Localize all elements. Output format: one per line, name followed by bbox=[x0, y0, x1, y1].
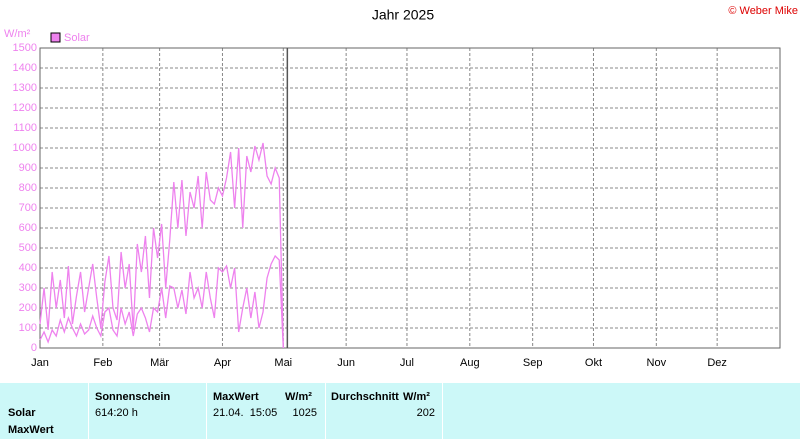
y-tick-label: 800 bbox=[19, 182, 37, 194]
header-unit: W/m² bbox=[285, 391, 312, 403]
x-tick-label: Jan bbox=[31, 357, 49, 369]
divider bbox=[325, 383, 326, 439]
cell: 21.04. 15:05 bbox=[213, 407, 278, 419]
y-tick-label: 900 bbox=[19, 162, 37, 174]
divider bbox=[206, 383, 207, 439]
x-tick-label: Dez bbox=[707, 357, 727, 369]
y-tick-label: 300 bbox=[19, 282, 37, 294]
x-tick-label: Mai bbox=[274, 357, 292, 369]
header: MaxWert bbox=[213, 391, 259, 403]
y-tick-label: 1000 bbox=[13, 142, 37, 154]
y-axis-label: W/m² bbox=[4, 28, 31, 40]
header: Sonnenschein bbox=[95, 391, 171, 403]
x-tick-label: Apr bbox=[214, 357, 231, 369]
series-line bbox=[39, 142, 284, 349]
y-tick-label: 200 bbox=[19, 302, 37, 314]
chart: Jahr 2025 © Weber Mike W/m² 0 100 200 300 40… bbox=[4, 5, 798, 369]
y-tick-label: 700 bbox=[19, 202, 37, 214]
chart-title: Jahr 2025 bbox=[372, 7, 434, 23]
y-tick-label: 0 bbox=[31, 342, 37, 354]
x-tick-label: Aug bbox=[460, 357, 480, 369]
x-tick-label: Okt bbox=[585, 357, 602, 369]
y-tick-label: 400 bbox=[19, 262, 37, 274]
y-tick-label: 1500 bbox=[13, 42, 37, 54]
x-tick-label: Jun bbox=[337, 357, 355, 369]
divider bbox=[88, 383, 89, 439]
cell: 202 bbox=[416, 407, 435, 419]
cell: 614:20 h bbox=[95, 407, 138, 419]
plot-frame bbox=[39, 47, 781, 349]
x-tick-label: Jul bbox=[400, 357, 414, 369]
x-tick-label: Feb bbox=[93, 357, 112, 369]
copyright: © Weber Mike bbox=[728, 5, 798, 17]
header-unit: W/m² bbox=[403, 391, 430, 403]
y-tick-label: 500 bbox=[19, 242, 37, 254]
legend-swatch bbox=[50, 32, 61, 43]
y-tick-label: 100 bbox=[19, 322, 37, 334]
divider bbox=[442, 383, 443, 439]
y-tick-label: 1200 bbox=[13, 102, 37, 114]
x-tick-label: Mär bbox=[150, 357, 169, 369]
y-tick-label: 1300 bbox=[13, 82, 37, 94]
header: Durchschnitt bbox=[331, 391, 399, 403]
cell: 1025 bbox=[292, 407, 317, 419]
y-tick-label: 1400 bbox=[13, 62, 37, 74]
row-label: Solar bbox=[8, 407, 36, 419]
series-line bbox=[39, 254, 284, 349]
y-tick-label: 1100 bbox=[13, 122, 37, 134]
x-tick-label: Sep bbox=[523, 357, 543, 369]
x-tick-label: Nov bbox=[647, 357, 667, 369]
row-label: MaxWert bbox=[8, 424, 54, 436]
legend-label: Solar bbox=[64, 32, 90, 44]
summary-table: Solar MaxWert Sonnenschein 614:20 h MaxW… bbox=[0, 383, 800, 439]
y-tick-label: 600 bbox=[19, 222, 37, 234]
